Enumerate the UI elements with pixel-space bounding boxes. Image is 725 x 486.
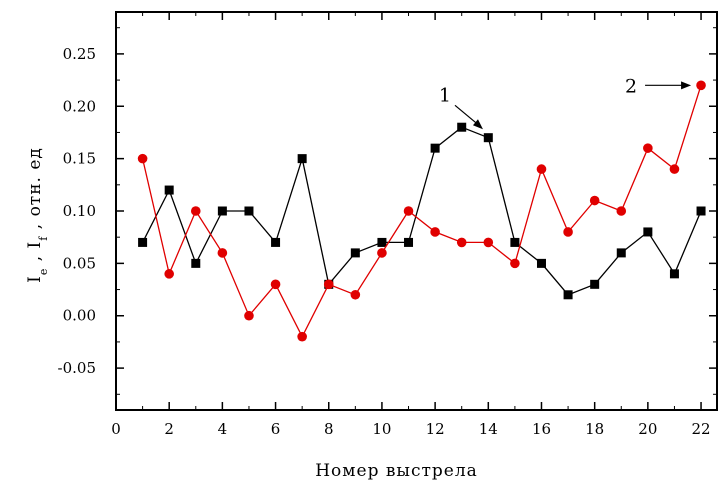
x-tick-label: 18: [585, 420, 604, 438]
series-1-point: [217, 206, 227, 216]
series-1-point: [430, 143, 440, 153]
series-1-point: [563, 290, 573, 300]
series-2-point: [669, 164, 680, 174]
annotation-label-2: 2: [625, 75, 637, 97]
x-tick-label: 10: [372, 420, 391, 438]
series-2-point: [350, 289, 361, 300]
series-2-point: [377, 248, 387, 258]
series-1-point: [164, 185, 174, 195]
series-2-point: [297, 331, 307, 342]
series-1-point: [483, 133, 493, 143]
x-axis-title: Номер выстрела: [315, 461, 478, 481]
series-1-line: [142, 126, 702, 296]
y-tick-label: 0.00: [63, 307, 96, 325]
series-1-point: [696, 206, 706, 216]
y-tick-label: 0.05: [63, 254, 96, 272]
series-1-point: [510, 237, 520, 247]
x-tick-label: 12: [426, 420, 445, 438]
x-tick-label: 2: [164, 420, 174, 438]
series-1-point: [457, 122, 467, 132]
series-1-point: [271, 237, 281, 247]
series-2-point: [696, 80, 706, 91]
series-2-point: [589, 195, 600, 206]
series-2-point: [137, 153, 148, 164]
series-2-point: [616, 206, 627, 216]
series-1-point: [404, 237, 414, 247]
series-1-point: [590, 279, 600, 289]
series-2-point: [430, 227, 440, 237]
series-1: [138, 122, 706, 300]
series-1-point: [138, 237, 148, 247]
annotation-arrowhead-1: [472, 119, 483, 130]
x-tick-label: 8: [324, 420, 334, 438]
series-2-point: [510, 258, 520, 269]
x-tick-label: 14: [479, 420, 498, 438]
series-2-point: [323, 279, 334, 290]
y-tick-label: 0.20: [63, 97, 96, 115]
series-layer: [137, 80, 706, 342]
annotation-arrowhead-2: [681, 81, 692, 90]
series-1-point: [643, 227, 653, 237]
series-1-point: [616, 248, 626, 258]
y-axis-title: Ie , If , отн. ед: [25, 147, 50, 283]
series-2-point: [403, 206, 414, 216]
x-tick-label: 20: [638, 420, 657, 438]
series-2-point: [164, 269, 174, 279]
series-2-point: [217, 248, 228, 258]
series-2: [137, 80, 706, 342]
series-1-point: [350, 248, 360, 258]
series-1-point: [244, 206, 254, 216]
series-2-line: [141, 85, 702, 339]
x-tick-label: 0: [111, 420, 121, 438]
y-tick-label: 0.15: [63, 150, 96, 168]
y-tick-label: 0.10: [63, 202, 96, 220]
x-tick-label: 6: [271, 420, 281, 438]
y-tick-label: 0.25: [63, 45, 96, 63]
x-axis-ticks: 0 2 4 6 8 10 12 14 16 18 20 22: [111, 12, 711, 438]
x-tick-label: 22: [691, 420, 710, 438]
plot-frame: [115, 11, 718, 411]
x-tick-label: 16: [532, 420, 551, 438]
plot-border: [115, 11, 718, 411]
series-2-point: [456, 237, 467, 248]
annotation-label-1: 1: [439, 84, 451, 106]
series-2-point: [190, 206, 201, 216]
series-2-point: [643, 143, 653, 153]
series-1-point: [377, 237, 387, 247]
series-1-point: [297, 154, 307, 164]
y-axis-ticks: -0.05 0.00 0.05 0.10 0.15 0.20 0.25: [58, 27, 717, 395]
series-1-point: [191, 258, 201, 268]
annotation-arrow-1: [454, 104, 480, 126]
series-2-point: [536, 164, 547, 174]
y-tick-label: -0.05: [58, 359, 96, 377]
series-2-point: [270, 279, 281, 290]
series-2-point: [563, 227, 573, 237]
series-1-point: [669, 269, 679, 279]
series-2-point: [244, 310, 254, 321]
x-tick-label: 4: [218, 420, 228, 438]
series-1-point: [536, 258, 546, 268]
series-2-point: [483, 237, 494, 248]
